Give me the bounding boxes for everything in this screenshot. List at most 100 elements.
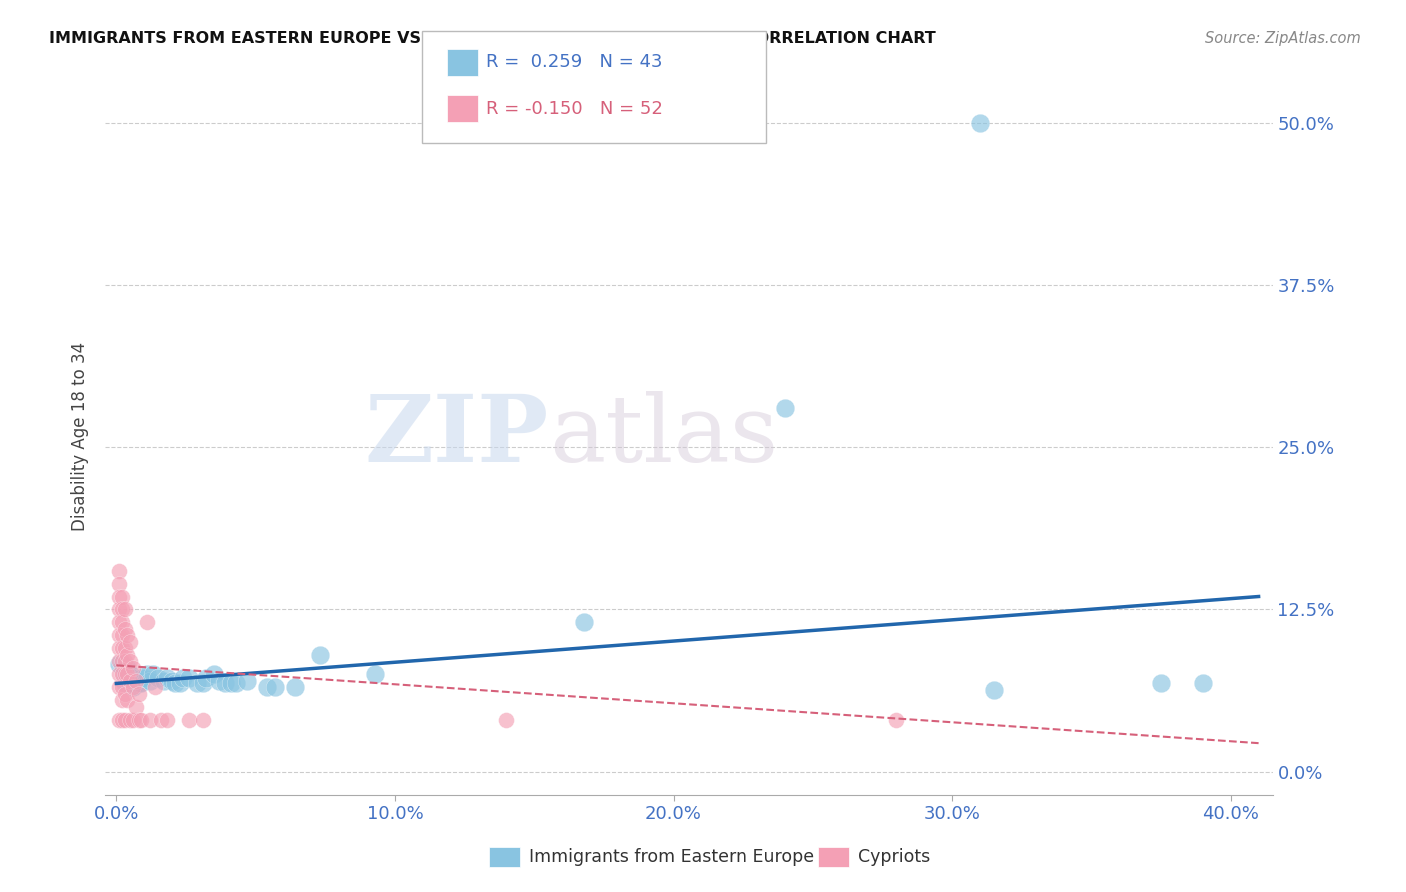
Point bbox=[142, 667, 165, 681]
Point bbox=[1150, 676, 1173, 690]
Point bbox=[114, 713, 136, 727]
Point bbox=[120, 667, 142, 681]
Point bbox=[131, 671, 153, 685]
Point bbox=[264, 681, 287, 695]
Point bbox=[191, 676, 214, 690]
Point bbox=[117, 667, 139, 681]
Point bbox=[155, 671, 177, 685]
Point bbox=[111, 654, 134, 668]
Point bbox=[125, 673, 148, 688]
Point bbox=[120, 635, 142, 649]
Point bbox=[574, 615, 596, 630]
Point bbox=[111, 713, 134, 727]
Point bbox=[169, 676, 191, 690]
Point bbox=[108, 641, 131, 656]
Point bbox=[125, 673, 148, 688]
Point bbox=[122, 681, 145, 695]
Point bbox=[108, 654, 131, 668]
Point bbox=[134, 671, 156, 685]
Text: R = -0.150   N = 52: R = -0.150 N = 52 bbox=[486, 100, 664, 118]
Point bbox=[773, 401, 796, 416]
Point bbox=[152, 673, 174, 688]
Point bbox=[114, 687, 136, 701]
Point bbox=[225, 676, 247, 690]
Point bbox=[111, 628, 134, 642]
Point bbox=[219, 676, 242, 690]
Point bbox=[122, 661, 145, 675]
Point bbox=[191, 713, 214, 727]
Point bbox=[120, 654, 142, 668]
Point bbox=[120, 676, 142, 690]
Point bbox=[214, 676, 236, 690]
Y-axis label: Disability Age 18 to 34: Disability Age 18 to 34 bbox=[72, 342, 89, 531]
Point bbox=[114, 602, 136, 616]
Point bbox=[136, 615, 159, 630]
Point bbox=[108, 564, 131, 578]
Point bbox=[139, 713, 162, 727]
Point bbox=[143, 681, 166, 695]
Point bbox=[111, 667, 134, 681]
Point bbox=[194, 671, 217, 685]
Point bbox=[114, 641, 136, 656]
Point bbox=[108, 667, 131, 681]
Point bbox=[284, 681, 307, 695]
Point bbox=[177, 713, 200, 727]
Point bbox=[128, 713, 150, 727]
Point bbox=[111, 615, 134, 630]
Point bbox=[108, 576, 131, 591]
Point bbox=[136, 667, 159, 681]
Point bbox=[202, 667, 225, 681]
Point bbox=[256, 681, 278, 695]
Point bbox=[155, 713, 177, 727]
Point bbox=[364, 667, 387, 681]
Point bbox=[1192, 676, 1215, 690]
Point bbox=[172, 671, 194, 685]
Point bbox=[111, 602, 134, 616]
Point bbox=[128, 676, 150, 690]
Point bbox=[208, 673, 231, 688]
Text: Cypriots: Cypriots bbox=[858, 848, 929, 866]
Text: atlas: atlas bbox=[548, 392, 778, 482]
Text: ZIP: ZIP bbox=[364, 392, 548, 482]
Point bbox=[111, 641, 134, 656]
Point bbox=[177, 671, 200, 685]
Point bbox=[114, 667, 136, 681]
Point bbox=[111, 657, 134, 671]
Point bbox=[108, 602, 131, 616]
Point bbox=[114, 667, 136, 681]
Point bbox=[114, 676, 136, 690]
Point bbox=[163, 676, 186, 690]
Text: Source: ZipAtlas.com: Source: ZipAtlas.com bbox=[1205, 31, 1361, 46]
Point bbox=[122, 671, 145, 685]
Point bbox=[131, 713, 153, 727]
Point bbox=[117, 628, 139, 642]
Point bbox=[108, 590, 131, 604]
Text: IMMIGRANTS FROM EASTERN EUROPE VS CYPRIOT DISABILITY AGE 18 TO 34 CORRELATION CH: IMMIGRANTS FROM EASTERN EUROPE VS CYPRIO… bbox=[49, 31, 936, 46]
Point bbox=[117, 693, 139, 707]
Point bbox=[886, 713, 908, 727]
Point bbox=[160, 673, 183, 688]
Point bbox=[146, 671, 169, 685]
Text: R =  0.259   N = 43: R = 0.259 N = 43 bbox=[486, 54, 664, 71]
Point bbox=[108, 628, 131, 642]
Point bbox=[117, 648, 139, 662]
Point bbox=[117, 661, 139, 675]
Point bbox=[495, 713, 517, 727]
Point bbox=[122, 713, 145, 727]
Point bbox=[108, 615, 131, 630]
Point bbox=[125, 699, 148, 714]
Point bbox=[111, 693, 134, 707]
Point bbox=[108, 657, 131, 671]
Point bbox=[117, 671, 139, 685]
Point bbox=[120, 713, 142, 727]
Point bbox=[122, 681, 145, 695]
Text: Immigrants from Eastern Europe: Immigrants from Eastern Europe bbox=[529, 848, 814, 866]
Point bbox=[111, 681, 134, 695]
Point bbox=[969, 116, 991, 130]
Point bbox=[108, 681, 131, 695]
Point bbox=[139, 673, 162, 688]
Point bbox=[131, 676, 153, 690]
Point bbox=[186, 676, 208, 690]
Point bbox=[128, 687, 150, 701]
Point bbox=[236, 673, 259, 688]
